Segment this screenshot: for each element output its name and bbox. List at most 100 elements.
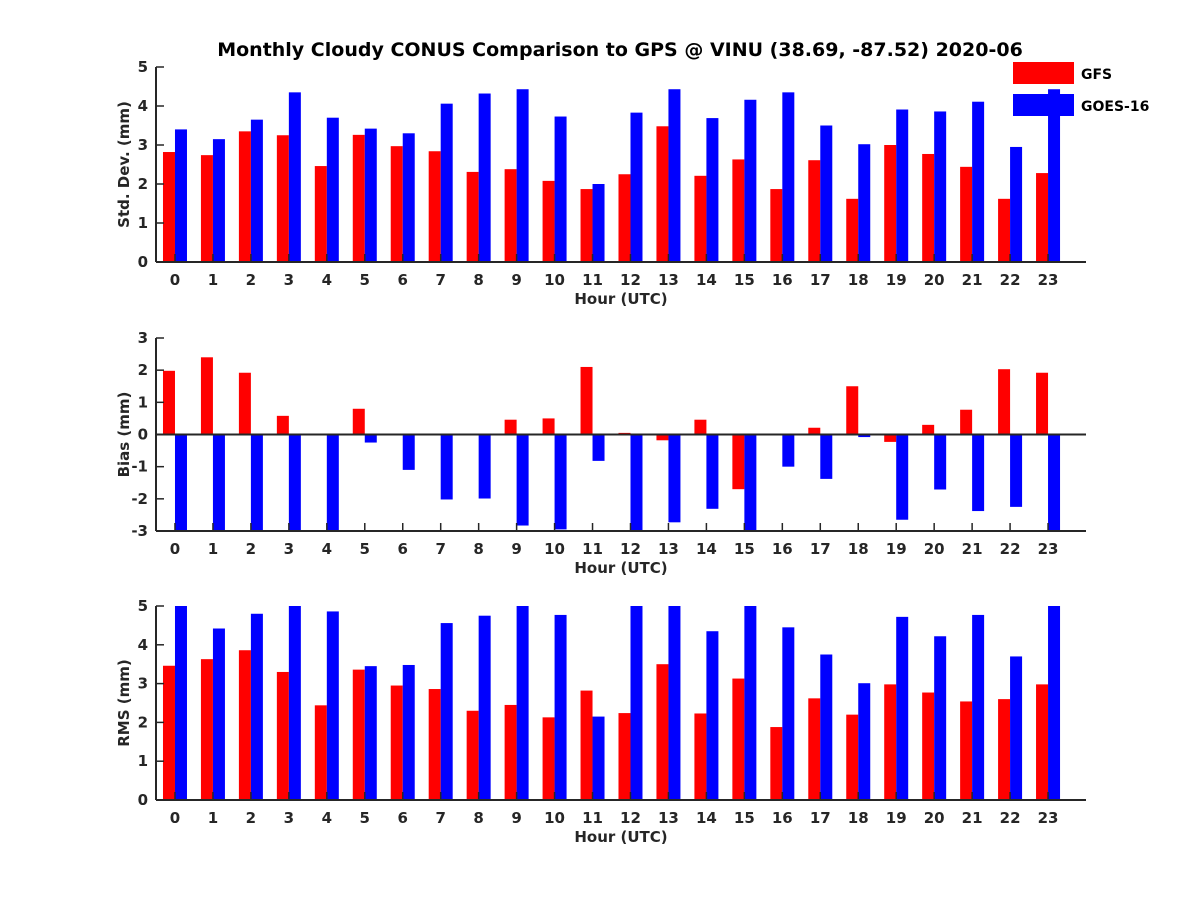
bar-goes16-hour-17	[820, 434, 833, 479]
bar-goes16-hour-4	[326, 611, 339, 800]
bar-goes16-hour-5	[364, 128, 377, 262]
bar-goes16-hour-10	[554, 116, 567, 262]
bar-gfs-hour-15	[732, 159, 745, 262]
bar-goes16-hour-2	[250, 613, 263, 800]
x-tick-label: 16	[772, 540, 793, 558]
y-tick-label: 2	[138, 175, 148, 193]
bar-gfs-hour-23	[1036, 372, 1049, 435]
x-tick-label: 19	[886, 540, 907, 558]
x-tick-label: 21	[962, 540, 983, 558]
bar-goes16-hour-12	[630, 606, 643, 800]
bar-goes16-hour-20	[934, 636, 947, 800]
x-tick-label: 18	[848, 809, 869, 827]
bar-goes16-hour-0	[174, 129, 187, 262]
bar-goes16-hour-16	[782, 92, 795, 262]
bar-goes16-hour-4	[326, 117, 339, 262]
x-tick-label: 18	[848, 271, 869, 289]
bar-goes16-hour-23	[1048, 89, 1061, 262]
bar-goes16-hour-16	[782, 434, 795, 467]
bar-goes16-hour-6	[402, 434, 415, 470]
y-tick-label: 1	[138, 214, 148, 232]
bar-gfs-hour-18	[846, 386, 859, 435]
bar-gfs-hour-22	[998, 369, 1011, 435]
bar-gfs-hour-5	[352, 134, 365, 262]
bar-goes16-hour-0	[174, 434, 187, 531]
x-tick-label: 15	[734, 809, 755, 827]
bar-gfs-hour-1	[200, 659, 213, 800]
bar-gfs-hour-0	[162, 370, 175, 435]
bar-goes16-hour-1	[212, 628, 225, 800]
x-tick-label: 12	[620, 271, 641, 289]
bar-goes16-hour-17	[820, 125, 833, 262]
x-tick-label: 9	[511, 540, 521, 558]
bar-goes16-hour-2	[250, 119, 263, 263]
x-tick-label: 15	[734, 540, 755, 558]
bar-gfs-hour-19	[884, 434, 897, 442]
x-tick-label: 7	[435, 809, 445, 827]
bar-goes16-hour-5	[364, 434, 377, 443]
x-tick-label: 20	[924, 809, 945, 827]
bar-gfs-hour-20	[922, 153, 935, 262]
bar-gfs-hour-17	[808, 160, 821, 262]
x-tick-label: 8	[473, 271, 483, 289]
bar-gfs-hour-13	[656, 434, 669, 441]
x-tick-label: 12	[620, 540, 641, 558]
x-tick-label: 10	[544, 271, 565, 289]
y-tick-label: 4	[138, 636, 148, 654]
bar-gfs-hour-1	[200, 155, 213, 262]
x-tick-label: 12	[620, 809, 641, 827]
bar-goes16-hour-7	[440, 623, 453, 800]
x-tick-label: 0	[170, 271, 180, 289]
bar-gfs-hour-11	[580, 690, 593, 800]
bar-gfs-hour-7	[428, 151, 441, 262]
x-tick-label: 23	[1038, 809, 1059, 827]
bar-goes16-hour-12	[630, 434, 643, 531]
x-tick-label: 15	[734, 271, 755, 289]
bar-goes16-hour-13	[668, 606, 681, 800]
x-tick-label: 13	[658, 540, 679, 558]
bar-goes16-hour-10	[554, 614, 567, 800]
bar-goes16-hour-8	[478, 434, 491, 499]
bar-gfs-hour-9	[504, 704, 517, 800]
x-tick-label: 7	[435, 540, 445, 558]
chart-title: Monthly Cloudy CONUS Comparison to GPS @…	[217, 39, 1023, 61]
bar-gfs-hour-21	[960, 409, 973, 435]
bar-goes16-hour-23	[1048, 606, 1061, 800]
bar-goes16-hour-8	[478, 615, 491, 800]
y-axis-label: RMS (mm)	[115, 659, 133, 746]
x-tick-label: 5	[360, 540, 370, 558]
bar-gfs-hour-22	[998, 699, 1011, 800]
bar-gfs-hour-21	[960, 166, 973, 262]
bar-gfs-hour-17	[808, 427, 821, 435]
y-tick-label: 2	[138, 361, 148, 379]
bar-goes16-hour-9	[516, 606, 529, 800]
x-axis-label: Hour (UTC)	[574, 828, 667, 846]
x-tick-label: 6	[398, 809, 408, 827]
x-tick-label: 20	[924, 540, 945, 558]
bar-goes16-hour-12	[630, 112, 643, 262]
bar-gfs-hour-12	[618, 174, 631, 262]
x-tick-label: 2	[246, 809, 256, 827]
x-tick-label: 14	[696, 271, 717, 289]
x-tick-label: 14	[696, 809, 717, 827]
bar-goes16-hour-3	[288, 606, 301, 800]
bar-gfs-hour-4	[314, 166, 327, 262]
x-tick-label: 17	[810, 271, 831, 289]
bar-goes16-hour-1	[212, 434, 225, 531]
x-tick-label: 11	[582, 540, 603, 558]
x-tick-label: 3	[284, 809, 294, 827]
bar-goes16-hour-11	[592, 716, 605, 800]
x-tick-label: 23	[1038, 271, 1059, 289]
legend-swatch-goes16	[1013, 94, 1074, 116]
bar-gfs-hour-20	[922, 424, 935, 435]
legend: GFS GOES-16	[1013, 62, 1149, 116]
bar-goes16-hour-14	[706, 434, 719, 509]
bar-gfs-hour-18	[846, 198, 859, 262]
y-tick-label: 5	[138, 597, 148, 615]
bar-goes16-hour-6	[402, 664, 415, 800]
bar-gfs-hour-14	[694, 419, 707, 435]
x-tick-label: 4	[322, 271, 332, 289]
y-tick-label: 0	[138, 253, 148, 271]
